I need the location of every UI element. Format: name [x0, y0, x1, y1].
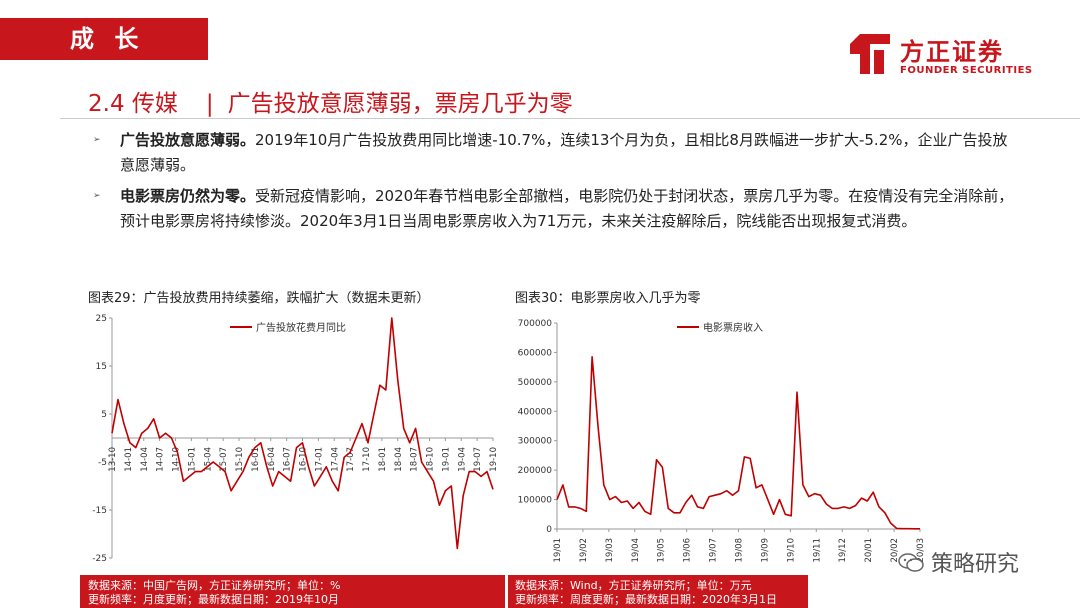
chart2-title: 图表30：电影票房收入几乎为零	[515, 291, 701, 306]
x-tick-label: 20/01	[864, 538, 874, 563]
y-tick-label: 500000	[518, 378, 553, 388]
legend-label: 电影票房收入	[703, 321, 763, 334]
chart1-source-band	[80, 575, 505, 608]
x-tick-label: 18-01	[378, 447, 388, 472]
y-tick-label: 5	[101, 410, 107, 420]
chart1-ad-spend-yoy: 25 15 5 -5 -15 -25 13-10 14-01 14-04 14-07 14-10 15…	[92, 314, 499, 564]
logo-chinese-name: 方正证券	[900, 38, 1004, 66]
x-tick-label: 18-07	[410, 447, 420, 472]
chart1-update: 更新频率：月度更新；最新数据日期：2019年10月	[88, 593, 339, 606]
chart2-box-office: 700000 600000 500000 400000 300000 200000 1000…	[518, 319, 925, 563]
x-tick-label: 19/09	[760, 538, 770, 563]
x-tick-label: 15-01	[187, 447, 197, 472]
x-tick-label: 19/12	[838, 538, 848, 563]
y-tick-label: 100000	[518, 496, 553, 506]
section-tab: 成 长	[0, 18, 208, 60]
y-tick-label: 200000	[518, 466, 553, 476]
x-tick-label: 17-07	[346, 447, 356, 472]
logo-english-name: FOUNDER SECURITIES	[900, 65, 1033, 76]
x-tick-label: 14-04	[140, 447, 150, 472]
x-tick-label: 19/02	[579, 538, 589, 563]
x-tick-label: 19-07	[473, 447, 483, 472]
x-tick-label: 16-10	[299, 447, 309, 472]
y-tick-label: 25	[96, 314, 107, 324]
x-tick-label: 13-10	[108, 447, 118, 472]
series-line	[556, 355, 920, 530]
x-tick-label: 15-07	[219, 447, 229, 472]
x-tick-label: 19/05	[657, 538, 667, 563]
x-tick-label: 20/02	[890, 538, 900, 563]
y-tick-label: 15	[96, 362, 107, 372]
y-tick-label: -15	[92, 506, 107, 516]
x-tick-label: 19-04	[457, 447, 467, 472]
x-tick-label: 19-01	[441, 447, 451, 472]
x-tick-label: 19/06	[683, 538, 693, 563]
heading-title: 广告投放意愿薄弱，票房几乎为零	[227, 91, 573, 117]
bullet-lead: 广告投放意愿薄弱。	[120, 131, 256, 149]
x-tick-label: 17-10	[362, 447, 372, 472]
y-tick-label: 700000	[518, 319, 553, 329]
chart2-update: 更新频率：周度更新；最新数据日期：2020年3月1日	[515, 593, 777, 606]
x-tick-label: 18-10	[426, 447, 436, 472]
x-tick-label: 14-01	[124, 447, 134, 472]
heading-separator: |	[205, 91, 214, 117]
chart1-source: 数据来源：中国广告网，方正证券研究所；单位：%	[88, 579, 341, 592]
y-tick-label: -25	[92, 554, 107, 564]
bullet-arrow-icon: ➢	[93, 191, 101, 201]
bullet-arrow-icon: ➢	[93, 135, 101, 145]
x-tick-label: 14-07	[156, 447, 166, 472]
bullet-lead: 电影票房仍然为零。	[120, 187, 256, 205]
bullet-item: ➢ 广告投放意愿薄弱。2019年10月广告投放费用同比增速-10.7%，连续13…	[88, 128, 1018, 178]
x-tick-label: 19/10	[786, 538, 796, 563]
x-tick-label: 19-10	[489, 447, 499, 472]
x-tick-label: 17-01	[314, 447, 324, 472]
chart2-source: 数据来源：Wind，方正证券研究所；单位：万元	[515, 579, 752, 592]
legend-label: 广告投放花费月同比	[256, 321, 346, 334]
founder-logo-mark-icon	[850, 34, 890, 74]
chart1-title: 图表29：广告投放费用持续萎缩，跌幅扩大（数据未更新）	[88, 291, 430, 306]
y-tick-label: -5	[98, 458, 107, 468]
x-tick-label: 19/08	[735, 538, 745, 563]
y-tick-label: 600000	[518, 348, 553, 358]
bullet-text: 2019年10月广告投放费用同比增速-10.7%，连续13个月为负，且相比8月跌…	[120, 131, 1008, 174]
bullet-list: ➢ 广告投放意愿薄弱。2019年10月广告投放费用同比增速-10.7%，连续13…	[88, 128, 1018, 240]
x-tick-label: 15-04	[203, 447, 213, 472]
x-tick-label: 16-07	[283, 447, 293, 472]
wechat-icon	[898, 553, 924, 572]
y-tick-label: 400000	[518, 407, 553, 417]
x-tick-label: 16-04	[267, 447, 277, 472]
page-heading: 2.4 传媒 | 广告投放意愿薄弱，票房几乎为零	[88, 84, 573, 118]
x-tick-label: 18-04	[394, 447, 404, 472]
heading-number: 2.4 传媒	[88, 91, 178, 117]
x-tick-label: 16-01	[251, 447, 261, 472]
y-tick-label: 300000	[518, 437, 553, 447]
y-tick-label: 0	[546, 525, 552, 535]
x-tick-label: 15-10	[235, 447, 245, 472]
x-tick-label: 19/04	[631, 538, 641, 563]
x-tick-label: 20/03	[916, 538, 925, 563]
bullet-item: ➢ 电影票房仍然为零。受新冠疫情影响，2020年春节档电影全部撤档，电影院仍处于…	[88, 184, 1018, 234]
bullet-text: 受新冠疫情影响，2020年春节档电影全部撤档，电影院仍处于封闭状态，票房几乎为零…	[120, 187, 1014, 230]
series-line	[111, 317, 494, 550]
x-tick-label: 19/07	[709, 538, 719, 563]
x-tick-label: 19/03	[605, 538, 615, 563]
x-tick-label: 19/01	[553, 538, 563, 563]
watermark-text: 策略研究	[931, 552, 1020, 577]
founder-logo: 方正证券 FOUNDER SECURITIES	[848, 32, 1038, 78]
wechat-watermark: 策略研究	[898, 546, 1019, 578]
x-tick-label: 19/11	[812, 538, 822, 563]
x-tick-label: 14-10	[172, 447, 182, 472]
heading-divider	[60, 118, 1080, 119]
chart2-source-band	[508, 575, 808, 608]
x-tick-label: 17-04	[330, 447, 340, 472]
